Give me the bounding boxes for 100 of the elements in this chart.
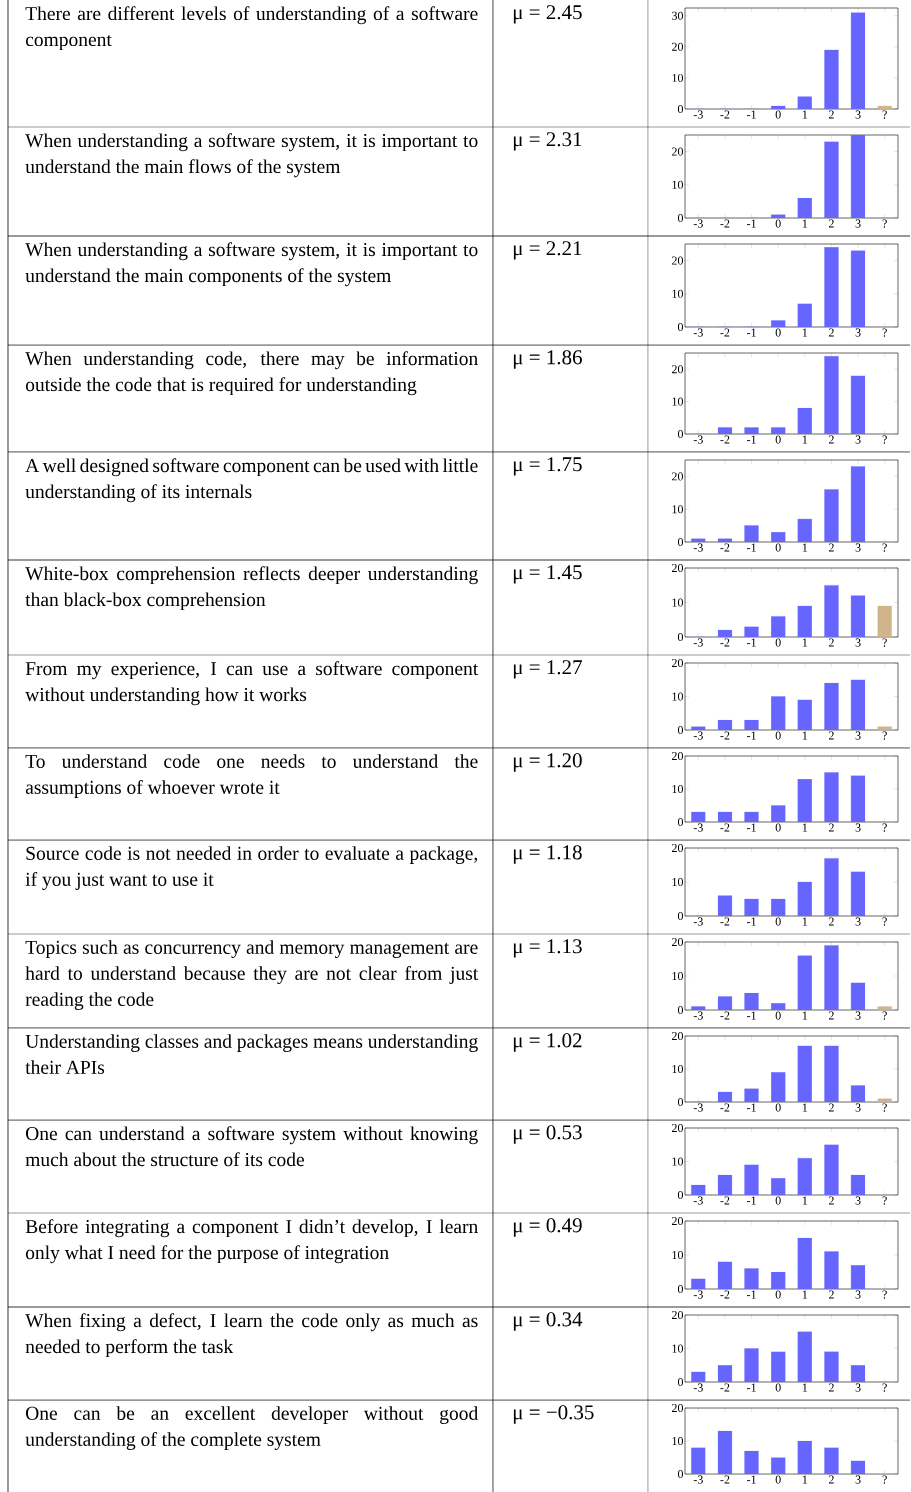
bar (771, 1072, 786, 1103)
x-tick-label: -1 (747, 917, 756, 926)
y-tick-label: 20 (672, 937, 684, 947)
bar (824, 945, 839, 1011)
x-tick-label: -2 (720, 638, 730, 647)
x-tick-label: 3 (855, 1011, 861, 1020)
x-tick-label: 3 (855, 110, 861, 119)
bar (797, 1158, 812, 1196)
x-tick-label: 1 (802, 1475, 808, 1484)
bar (691, 1006, 706, 1011)
bar (744, 992, 759, 1011)
bar (771, 1351, 786, 1383)
x-tick-label: -3 (693, 110, 703, 119)
x-tick-label: -1 (747, 1103, 756, 1112)
bar (797, 1237, 812, 1290)
y-tick-label: 20 (672, 843, 684, 853)
bar (744, 525, 759, 543)
x-tick-label: -2 (720, 731, 730, 740)
x-tick-label: 1 (802, 1383, 808, 1392)
x-tick-label: -1 (747, 1290, 756, 1299)
text: μ = −0.35 (513, 1405, 594, 1424)
x-tick-label: 1 (802, 1011, 808, 1020)
x-tick-label: ? (882, 1103, 887, 1112)
y-tick-label: 20 (672, 1216, 684, 1226)
text: When understanding a software system, it is important to understand the main components of the system (25, 242, 478, 287)
x-tick-label: -1 (747, 1196, 756, 1205)
bar (824, 772, 839, 823)
text: Before integrating a component I didn’t develop, I learn only what I need for the purpose of integration (25, 1219, 478, 1264)
x-tick-label: -2 (720, 823, 730, 832)
x-tick-label: ? (882, 435, 887, 444)
text: From my experience, I can use a software component without understanding how it works (25, 661, 479, 706)
x-tick-label: ? (882, 1383, 887, 1392)
x-tick-label: 2 (828, 917, 834, 926)
y-tick-label: 10 (672, 397, 684, 406)
bar (771, 696, 786, 731)
x-tick-label: -2 (720, 1196, 730, 1205)
x-tick-label: 2 (828, 1475, 834, 1484)
text: One can be an excellent developer without good understanding of the complete system (25, 1406, 478, 1450)
x-tick-label: 3 (855, 1196, 861, 1205)
bar (771, 1271, 786, 1290)
x-tick-label: 0 (775, 731, 781, 740)
x-tick-label: 0 (775, 435, 781, 444)
x-tick-label: 1 (802, 543, 808, 552)
bar (717, 719, 733, 731)
x-tick-label: ? (882, 1196, 887, 1205)
bar (850, 775, 866, 823)
x-tick-label: -3 (693, 328, 703, 337)
bar (744, 427, 759, 435)
x-tick-label: -3 (693, 731, 703, 740)
y-tick-label: 10 (672, 1157, 684, 1166)
y-tick-label: 10 (672, 877, 684, 887)
bar (850, 466, 866, 543)
x-tick-label: -2 (720, 1383, 730, 1392)
text: μ = 1.75 (513, 457, 582, 476)
x-tick-label: 3 (855, 1103, 861, 1112)
bar (717, 1430, 733, 1475)
bar (824, 489, 839, 543)
bar (850, 375, 866, 435)
bar (771, 1178, 786, 1196)
x-tick-label: -2 (720, 1011, 730, 1020)
x-tick-label: 2 (828, 435, 834, 444)
bar (717, 427, 733, 435)
bar (850, 135, 866, 219)
x-tick-label: 2 (828, 638, 834, 647)
x-tick-label: 0 (775, 917, 781, 926)
x-tick-label: ? (882, 638, 887, 647)
x-tick-label: 1 (802, 1103, 808, 1112)
bar (850, 1365, 866, 1383)
bar (744, 898, 759, 917)
bar (744, 1088, 759, 1103)
y-tick-label: 10 (672, 784, 684, 794)
bar (771, 214, 786, 219)
text: μ = 1.18 (513, 845, 582, 864)
x-tick-label: -1 (747, 823, 756, 832)
bar (744, 626, 759, 638)
x-tick-label: 1 (802, 1290, 808, 1299)
x-tick-label: 3 (855, 1475, 861, 1484)
x-tick-label: ? (882, 1475, 887, 1484)
text: μ = 1.20 (513, 753, 582, 772)
x-tick-label: 2 (828, 219, 834, 228)
bar (824, 682, 839, 731)
x-tick-label: 2 (828, 328, 834, 337)
y-tick-label: 20 (672, 256, 684, 265)
text: μ = 1.02 (513, 1033, 582, 1052)
x-tick-label: ? (882, 823, 887, 832)
text: One can understand a software system without knowing much about the structure of its code (25, 1126, 478, 1167)
y-tick-label: 10 (672, 1250, 684, 1260)
y-tick-label: 10 (672, 1436, 684, 1446)
text: To understand code one needs to understand the assumptions of whoever wrote it (25, 754, 478, 798)
bar (824, 1351, 839, 1383)
y-tick-label: 10 (672, 1344, 684, 1353)
bar (717, 538, 733, 543)
x-tick-label: 3 (855, 543, 861, 552)
x-tick-label: -1 (747, 328, 756, 337)
x-tick-label: 3 (855, 219, 861, 228)
source-note: Source code is not needed in order to evaluate a package, if you just want to use it (25, 846, 478, 890)
bar (691, 1447, 706, 1475)
x-tick-label: -2 (720, 1103, 730, 1112)
x-tick-label: 3 (855, 328, 861, 337)
bar (771, 532, 786, 543)
